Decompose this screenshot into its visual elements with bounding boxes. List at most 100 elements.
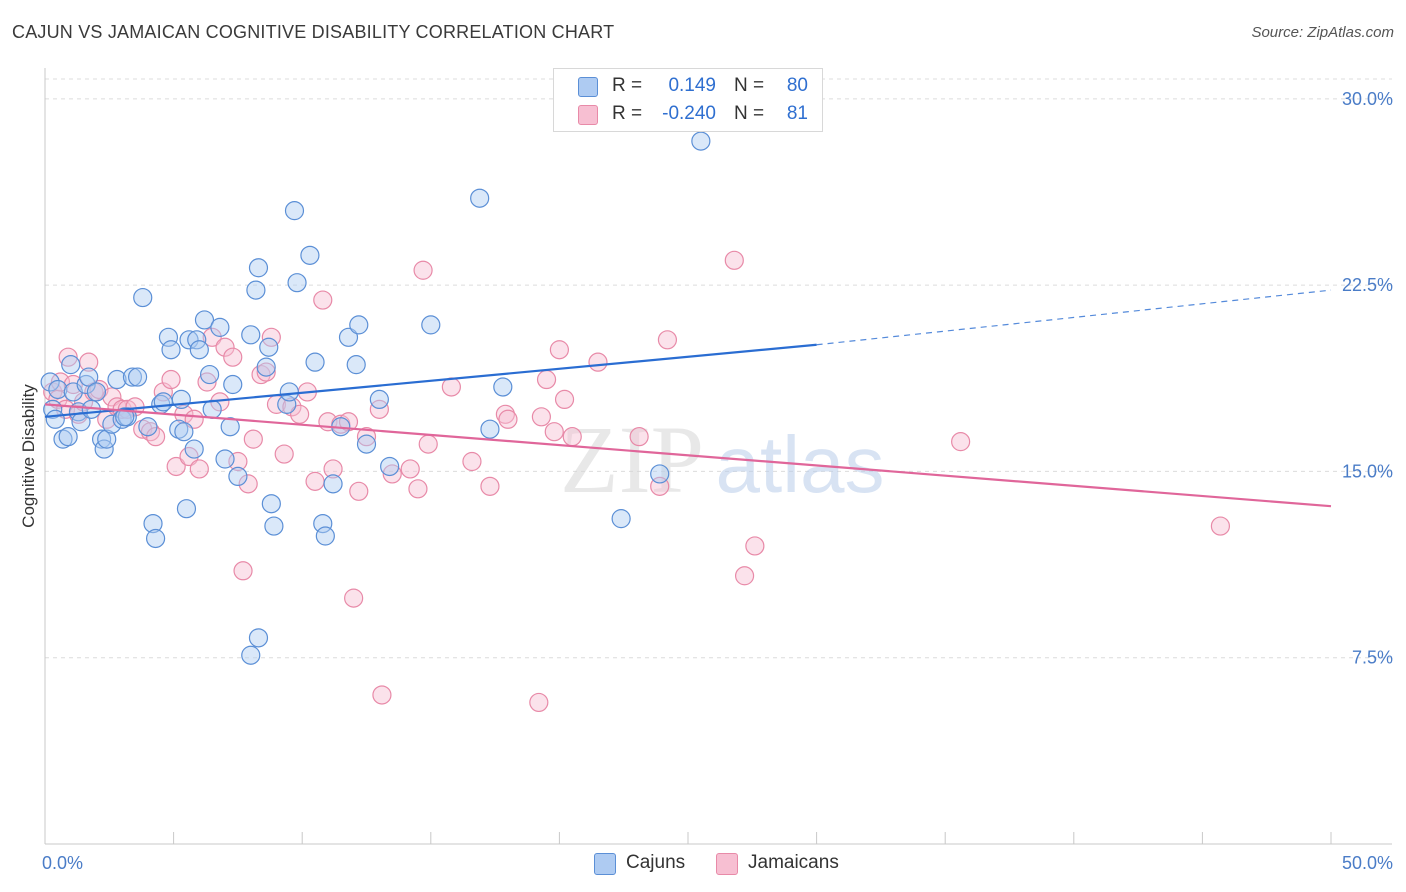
- jamaicans-point: [290, 404, 310, 424]
- jamaicans-legend-swatch: [716, 853, 738, 875]
- cajuns-point: [189, 340, 209, 360]
- cajuns-point: [241, 325, 261, 345]
- cajuns-point: [45, 409, 65, 429]
- cajuns-point: [48, 379, 68, 400]
- cajuns-point: [421, 315, 441, 335]
- jamaicans-point: [305, 471, 325, 491]
- cajuns-point: [220, 417, 240, 437]
- jamaicans-point: [480, 476, 500, 496]
- jamaicans-point: [202, 327, 222, 347]
- jamaicans-point: [441, 377, 461, 397]
- cajuns-point: [61, 355, 81, 375]
- jamaicans-point: [724, 250, 744, 270]
- y-tick-label: 22.5%: [1342, 275, 1393, 295]
- jamaicans-points: [43, 250, 1231, 713]
- watermark: ZIP atlas: [560, 406, 884, 513]
- jamaicans-point: [382, 464, 402, 484]
- jamaicans-point: [344, 588, 364, 608]
- cajuns-point: [279, 382, 299, 402]
- jamaicans-point: [408, 479, 428, 499]
- cajuns-point: [115, 407, 135, 427]
- cajuns-point: [194, 310, 215, 330]
- jamaicans-point: [544, 422, 564, 442]
- cajuns-point: [97, 429, 117, 449]
- jamaicans-point: [238, 474, 258, 494]
- legend-row-cajuns: R = 0.149 N = 80: [554, 72, 822, 100]
- cajuns-point: [153, 392, 173, 412]
- cajuns-point: [248, 628, 269, 648]
- y-tick-label: 7.5%: [1352, 648, 1393, 668]
- cajuns-trend-line: [44, 343, 817, 418]
- jamaicans-point: [418, 434, 438, 454]
- source-credit: Source: ZipAtlas.com: [1251, 24, 1394, 41]
- cajuns-point: [338, 327, 359, 347]
- r-value: 0.149: [668, 75, 716, 96]
- jamaicans-point: [588, 352, 608, 372]
- watermark-zip: ZIP: [560, 406, 704, 513]
- jamaicans-point: [189, 459, 209, 479]
- cajuns-point: [76, 374, 96, 395]
- jamaicans-point: [549, 340, 570, 360]
- jamaicans-point: [349, 481, 369, 501]
- jamaicans-trend-line: [44, 403, 1332, 508]
- cajuns-point: [323, 474, 343, 494]
- jamaicans-point: [369, 399, 389, 419]
- y-tick-label: 15.0%: [1342, 461, 1393, 481]
- tick-labels: 7.5% 15.0% 22.5% 30.0% 0.0% 50.0%: [42, 89, 1393, 873]
- cajuns-point: [127, 367, 148, 387]
- cajuns-trend-extension: [816, 289, 1332, 346]
- cajuns-point: [107, 369, 127, 390]
- cajuns-point: [284, 201, 305, 221]
- axes: [44, 68, 1392, 845]
- cajuns-point: [346, 355, 366, 375]
- cajuns-point: [122, 367, 143, 387]
- jamaicans-point: [233, 561, 253, 581]
- jamaicans-point: [529, 692, 549, 713]
- r-value: -0.240: [662, 103, 716, 124]
- n-label: N =: [734, 103, 765, 124]
- jamaicans-point: [197, 372, 217, 392]
- jamaicans-point: [734, 566, 755, 586]
- jamaicans-point: [274, 444, 294, 464]
- jamaicans-point: [145, 427, 166, 447]
- cajuns-point: [305, 352, 325, 372]
- cajuns-legend-swatch: [594, 853, 616, 875]
- cajuns-point: [246, 280, 266, 300]
- cajuns-point: [256, 357, 276, 377]
- jamaicans-point: [243, 429, 263, 449]
- jamaicans-point: [413, 260, 433, 280]
- jamaicans-legend-label: Jamaicans: [748, 852, 839, 873]
- jamaicans-point: [629, 427, 649, 447]
- cajuns-point: [248, 258, 269, 278]
- jamaicans-point: [313, 290, 333, 310]
- y-tick-label: 30.0%: [1342, 89, 1393, 109]
- cajuns-point: [145, 528, 166, 549]
- jamaicans-point: [562, 427, 582, 447]
- jamaicans-point: [495, 404, 515, 424]
- jamaicans-point: [745, 536, 765, 556]
- jamaicans-point: [58, 347, 78, 367]
- jamaicans-point: [102, 387, 122, 407]
- cajuns-point: [143, 513, 163, 534]
- jamaicans-point: [951, 432, 971, 452]
- jamaicans-point: [215, 337, 235, 357]
- cajuns-point: [380, 456, 400, 477]
- cajuns-point: [287, 273, 307, 293]
- jamaicans-point: [400, 459, 420, 479]
- cajuns-point: [200, 364, 220, 385]
- cajuns-point: [210, 317, 230, 337]
- cajuns-point: [611, 509, 631, 529]
- r-label: R =: [612, 75, 643, 96]
- cajuns-swatch: [578, 77, 598, 97]
- cajuns-point: [58, 427, 78, 447]
- cajuns-legend-label: Cajuns: [626, 852, 686, 873]
- cajuns-point: [174, 422, 194, 442]
- cajuns-point: [215, 449, 235, 469]
- jamaicans-point: [356, 427, 377, 447]
- jamaicans-point: [498, 409, 518, 429]
- cajuns-point: [480, 419, 500, 439]
- cajuns-point: [40, 372, 60, 392]
- cajuns-points: [40, 131, 711, 665]
- cajuns-point: [169, 419, 189, 439]
